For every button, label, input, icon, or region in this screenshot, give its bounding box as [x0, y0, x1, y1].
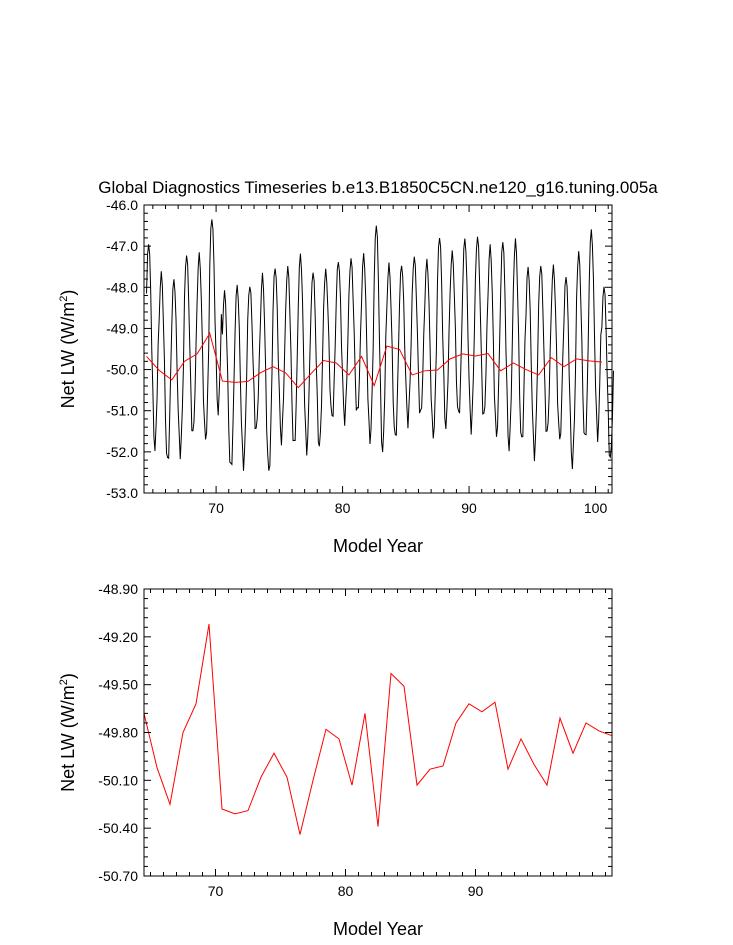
y-tick-label: -49.20: [98, 629, 138, 645]
y-axis-title-close: ): [58, 290, 78, 296]
y-tick-label: -49.80: [98, 725, 138, 741]
y-tick-label: -50.10: [98, 772, 138, 788]
y-tick-label: -50.0: [106, 362, 138, 378]
y-tick-label: -50.40: [98, 820, 138, 836]
x-tick-label: 70: [208, 883, 224, 899]
x-tick-label: 90: [468, 883, 484, 899]
plot-frame: [143, 588, 613, 877]
y-axis-title-sup: 2: [58, 679, 70, 685]
y-tick-label: -51.0: [106, 403, 138, 419]
x-tick-label: 100: [584, 500, 608, 516]
y-axis-title-close: ): [58, 673, 78, 679]
y-tick-label: -47.0: [106, 238, 138, 254]
x-tick-label: 70: [208, 500, 224, 516]
x-axis-title: Model Year: [333, 536, 423, 556]
y-tick-label: -48.0: [106, 279, 138, 295]
x-tick-label: 80: [335, 500, 351, 516]
y-axis-title-sup: 2: [58, 296, 70, 302]
series-line-1: [143, 623, 613, 835]
y-tick-label: -52.0: [106, 444, 138, 460]
x-axis-title: Model Year: [333, 919, 423, 939]
series-line-1: [146, 219, 614, 471]
y-tick-label: -49.50: [98, 677, 138, 693]
x-tick-label: 90: [461, 500, 477, 516]
y-axis-title-text: Net LW (W/m: [58, 685, 78, 792]
chart-panel-2: 70 80 90 -48.90 -49.20 -49.50 -49.80 -50.10 -50.…: [58, 581, 613, 939]
y-tick-label: -48.90: [98, 581, 138, 597]
y-tick-label: -49.0: [106, 320, 138, 336]
x-tick-label: 80: [338, 883, 354, 899]
y-axis-title-text: Net LW (W/m: [58, 302, 78, 409]
plot-frame: [143, 204, 613, 494]
y-axis-title: Net LW (W/m2): [58, 673, 78, 792]
chart-title: Global Diagnostics Timeseries b.e13.B185…: [98, 178, 658, 197]
series-line-2: [146, 332, 602, 389]
y-tick-label: -46.0: [106, 197, 138, 213]
y-axis-title: Net LW (W/m2): [58, 290, 78, 409]
y-tick-label: -50.70: [98, 868, 138, 884]
chart-panel-1: Global Diagnostics Timeseries b.e13.B185…: [58, 178, 658, 556]
y-tick-label: -53.0: [106, 485, 138, 501]
